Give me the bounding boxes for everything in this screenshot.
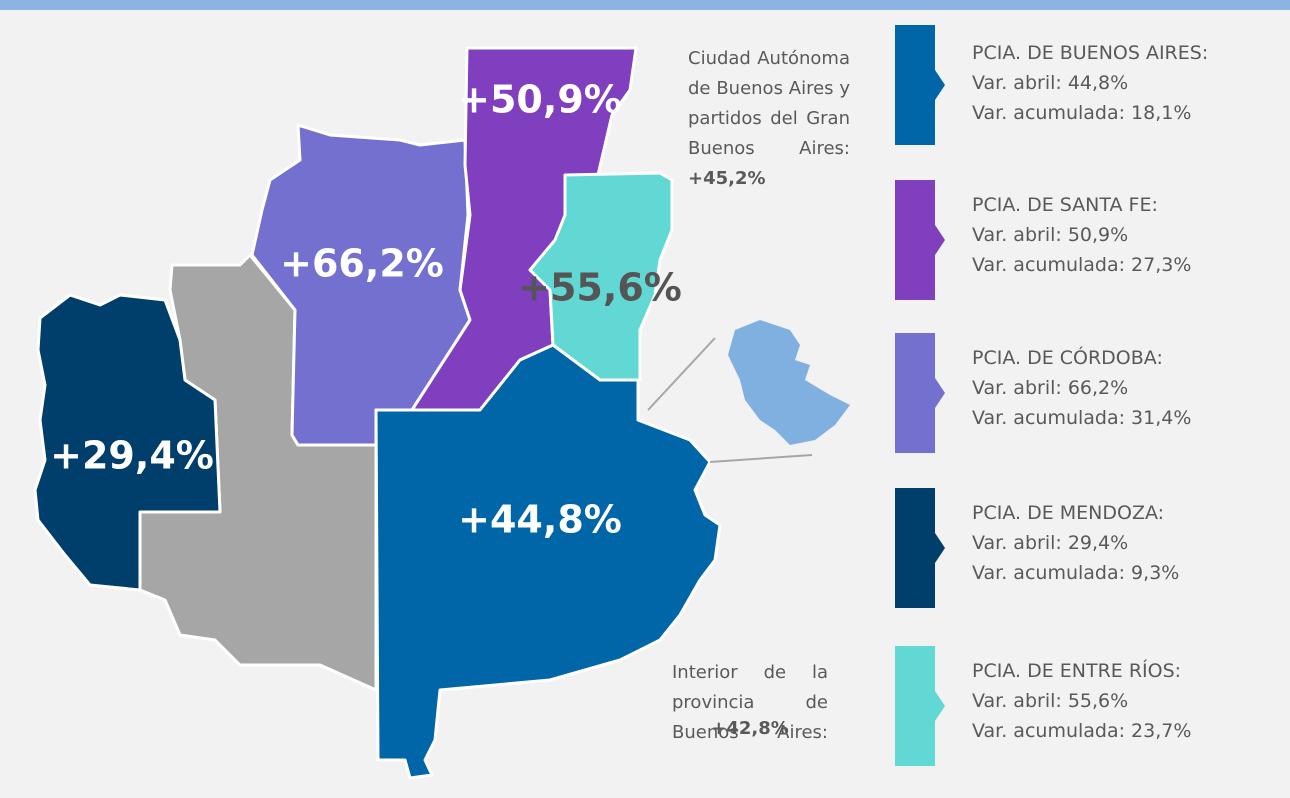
legend-abril: Var. abril: 55,6% [972,690,1129,712]
region-label: +50,9% [458,78,622,122]
legend-entry: PCIA. DE BUENOS AIRES: Var. abril: 44,8% V… [972,38,1208,128]
region-buenos-aires [374,343,722,780]
legend-name: PCIA. DE MENDOZA: [972,502,1165,524]
legend-swatches [895,25,945,766]
legend-swatch [895,333,945,453]
legend-name: PCIA. DE ENTRE RÍOS: [972,660,1182,682]
region-entre-rios [528,171,674,382]
legend-acumulada: Var. acumulada: 9,3% [972,562,1180,584]
region-label: +44,8% [458,498,622,542]
region-label: +55,6% [518,266,682,310]
legend-swatch [895,488,945,608]
legend-abril: Var. abril: 29,4% [972,532,1129,554]
note-text: Ciudad Autónoma de Buenos Aires y partid… [688,48,850,159]
legend-entry: PCIA. DE ENTRE RÍOS: Var. abril: 55,6% Var… [972,656,1191,746]
legend-acumulada: Var. acumulada: 31,4% [972,407,1192,429]
map [33,46,722,780]
legend-swatch [895,180,945,300]
region-label: +29,4% [50,434,214,478]
note-value: +45,2% [688,168,766,189]
legend-name: PCIA. DE CÓRDOBA: [972,347,1163,369]
legend-abril: Var. abril: 50,9% [972,224,1129,246]
leader-line [709,454,813,463]
legend-swatch [895,646,945,766]
legend-acumulada: Var. acumulada: 27,3% [972,254,1192,276]
region-mendoza [33,293,222,592]
legend-abril: Var. abril: 44,8% [972,72,1129,94]
note-caba: Ciudad Autónoma de Buenos Aires y partid… [688,44,850,194]
legend-name: PCIA. DE SANTA FE: [972,194,1158,216]
leader-line [647,337,716,411]
note-interior: Interior de la provincia de Buenos Aires… [672,658,828,748]
region-label: +66,2% [280,242,444,286]
legend-acumulada: Var. acumulada: 23,7% [972,720,1192,742]
legend-entry: PCIA. DE CÓRDOBA: Var. abril: 66,2% Var. a… [972,343,1191,433]
top-bar [0,0,1290,10]
legend-abril: Var. abril: 66,2% [972,377,1129,399]
legend-acumulada: Var. acumulada: 18,1% [972,102,1192,124]
note-value: +42,8% [711,718,789,739]
legend-name: PCIA. DE BUENOS AIRES: [972,42,1209,64]
inset-gba [728,320,850,445]
legend-entry: PCIA. DE MENDOZA: Var. abril: 29,4% Var. a… [972,498,1179,588]
legend-entry: PCIA. DE SANTA FE: Var. abril: 50,9% Var. … [972,190,1191,280]
legend-swatch [895,25,945,145]
note-text: Interior de la provincia de Buenos Aires… [672,662,828,743]
